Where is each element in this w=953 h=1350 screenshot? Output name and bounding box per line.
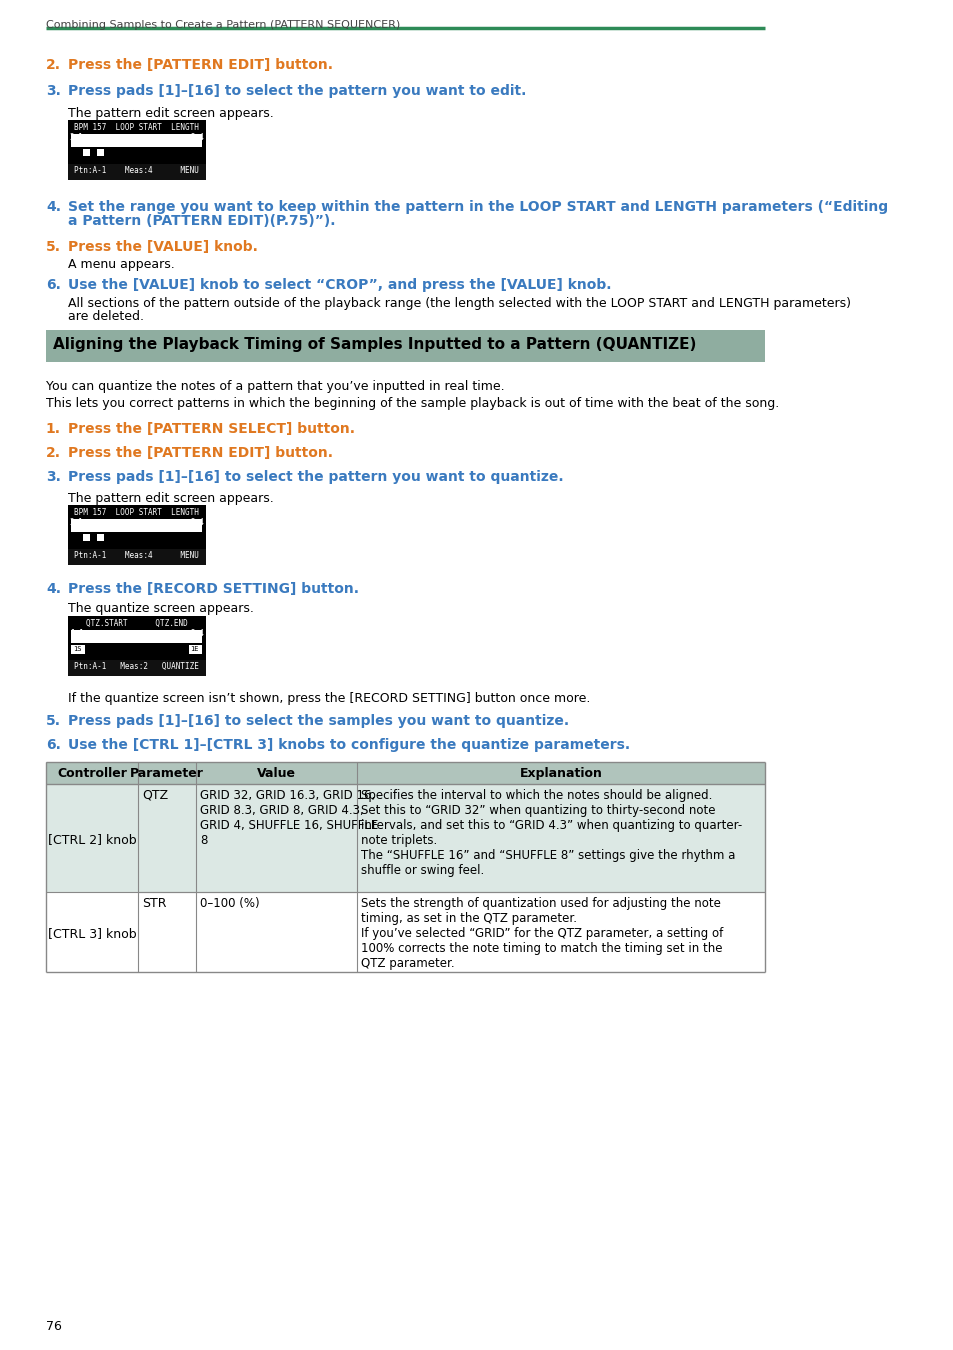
Bar	[71, 134, 202, 147]
Text: The quantize screen appears.: The quantize screen appears.	[68, 602, 253, 616]
Text: Press the [PATTERN EDIT] button.: Press the [PATTERN EDIT] button.	[68, 446, 333, 460]
Bar	[46, 329, 764, 362]
Text: Ptn:A-1   Meas:2   QUANTIZE: Ptn:A-1 Meas:2 QUANTIZE	[74, 662, 199, 671]
Text: 4.: 4.	[46, 200, 61, 215]
Text: Specifies the interval to which the notes should be aligned.
Set this to “GRID 3: Specifies the interval to which the note…	[361, 788, 741, 878]
Bar	[46, 892, 764, 972]
Bar	[68, 616, 206, 676]
Text: You can quantize the notes of a pattern that you’ve inputted in real time.: You can quantize the notes of a pattern …	[46, 379, 504, 393]
Text: Ptn:A-1    Meas:4      MENU: Ptn:A-1 Meas:4 MENU	[74, 166, 199, 176]
Text: STR: STR	[142, 896, 167, 910]
Text: Press the [PATTERN SELECT] button.: Press the [PATTERN SELECT] button.	[68, 423, 355, 436]
Text: 1.1: 1.1	[70, 629, 84, 639]
Text: GRID 32, GRID 16.3, GRID 16,
GRID 8.3, GRID 8, GRID 4.3,
GRID 4, SHUFFLE 16, SHU: GRID 32, GRID 16.3, GRID 16, GRID 8.3, G…	[199, 788, 377, 846]
Bar	[68, 120, 206, 180]
Text: 1.: 1.	[46, 423, 61, 436]
Text: BPM 157  LOOP START  LENGTH: BPM 157 LOOP START LENGTH	[74, 123, 199, 132]
Bar	[68, 163, 206, 180]
Text: Aligning the Playback Timing of Samples Inputted to a Pattern (QUANTIZE): Aligning the Playback Timing of Samples …	[52, 338, 696, 352]
Text: 2.: 2.	[46, 58, 61, 72]
Text: The pattern edit screen appears.: The pattern edit screen appears.	[68, 107, 274, 120]
Text: Value: Value	[256, 767, 295, 780]
Bar	[68, 549, 206, 566]
Bar	[68, 505, 206, 566]
Bar	[97, 535, 104, 541]
Text: All sections of the pattern outside of the playback range (the length selected w: All sections of the pattern outside of t…	[68, 297, 850, 310]
Bar	[189, 645, 202, 653]
Text: 5.: 5.	[46, 714, 61, 728]
Bar	[46, 761, 764, 784]
Text: 6.: 6.	[46, 738, 61, 752]
Text: Press pads [1]–[16] to select the pattern you want to edit.: Press pads [1]–[16] to select the patter…	[68, 84, 526, 99]
Text: 2.1: 2.1	[70, 518, 84, 526]
Text: Ptn:A-1    Meas:4      MENU: Ptn:A-1 Meas:4 MENU	[74, 551, 199, 560]
Text: 0–100 (%): 0–100 (%)	[199, 896, 259, 910]
Bar	[71, 630, 202, 643]
Text: 5.: 5.	[46, 240, 61, 254]
Text: 76: 76	[46, 1320, 62, 1332]
Bar	[83, 148, 90, 157]
Text: Use the [CTRL 1]–[CTRL 3] knobs to configure the quantize parameters.: Use the [CTRL 1]–[CTRL 3] knobs to confi…	[68, 738, 630, 752]
Bar	[97, 148, 104, 157]
Text: 4.: 4.	[46, 582, 61, 595]
Text: Parameter: Parameter	[130, 767, 203, 780]
Text: QTZ.START      QTZ.END: QTZ.START QTZ.END	[86, 620, 188, 628]
Text: are deleted.: are deleted.	[68, 310, 144, 323]
Bar	[83, 535, 90, 541]
Text: Press pads [1]–[16] to select the pattern you want to quantize.: Press pads [1]–[16] to select the patter…	[68, 470, 563, 485]
Text: Set the range you want to keep within the pattern in the LOOP START and LENGTH p: Set the range you want to keep within th…	[68, 200, 887, 215]
Text: 2.: 2.	[46, 446, 61, 460]
Text: This lets you correct patterns in which the beginning of the sample playback is : This lets you correct patterns in which …	[46, 397, 779, 410]
Text: Press the [VALUE] knob.: Press the [VALUE] knob.	[68, 240, 257, 254]
Text: 2.1: 2.1	[70, 134, 84, 142]
Bar	[68, 660, 206, 676]
Text: QTZ: QTZ	[142, 788, 168, 802]
Text: [CTRL 2] knob: [CTRL 2] knob	[48, 833, 136, 846]
Text: 2.4: 2.4	[190, 518, 204, 526]
Text: 3.: 3.	[46, 470, 61, 485]
Text: Explanation: Explanation	[519, 767, 602, 780]
Text: Use the [VALUE] knob to select “CROP”, and press the [VALUE] knob.: Use the [VALUE] knob to select “CROP”, a…	[68, 278, 611, 292]
Text: 1S: 1S	[73, 647, 82, 652]
Text: Combining Samples to Create a Pattern (PATTERN SEQUENCER): Combining Samples to Create a Pattern (P…	[46, 20, 399, 30]
Text: a Pattern (PATTERN EDIT)(P.75)”).: a Pattern (PATTERN EDIT)(P.75)”).	[68, 215, 335, 228]
Text: Sets the strength of quantization used for adjusting the note
timing, as set in : Sets the strength of quantization used f…	[361, 896, 723, 971]
Text: [CTRL 3] knob: [CTRL 3] knob	[48, 927, 136, 940]
Text: If the quantize screen isn’t shown, press the [RECORD SETTING] button once more.: If the quantize screen isn’t shown, pres…	[68, 693, 590, 705]
Text: 2.4: 2.4	[190, 134, 204, 142]
Text: Controller: Controller	[57, 767, 127, 780]
Text: 2.4: 2.4	[190, 629, 204, 639]
Bar	[71, 645, 85, 653]
Bar	[46, 784, 764, 892]
Text: 1E: 1E	[191, 647, 199, 652]
Text: 3.: 3.	[46, 84, 61, 99]
Bar	[71, 518, 202, 532]
Text: Press the [PATTERN EDIT] button.: Press the [PATTERN EDIT] button.	[68, 58, 333, 72]
Text: 6.: 6.	[46, 278, 61, 292]
Text: BPM 157  LOOP START  LENGTH: BPM 157 LOOP START LENGTH	[74, 508, 199, 517]
Text: Press pads [1]–[16] to select the samples you want to quantize.: Press pads [1]–[16] to select the sample…	[68, 714, 569, 728]
Text: A menu appears.: A menu appears.	[68, 258, 174, 271]
Text: The pattern edit screen appears.: The pattern edit screen appears.	[68, 491, 274, 505]
Text: Press the [RECORD SETTING] button.: Press the [RECORD SETTING] button.	[68, 582, 358, 595]
